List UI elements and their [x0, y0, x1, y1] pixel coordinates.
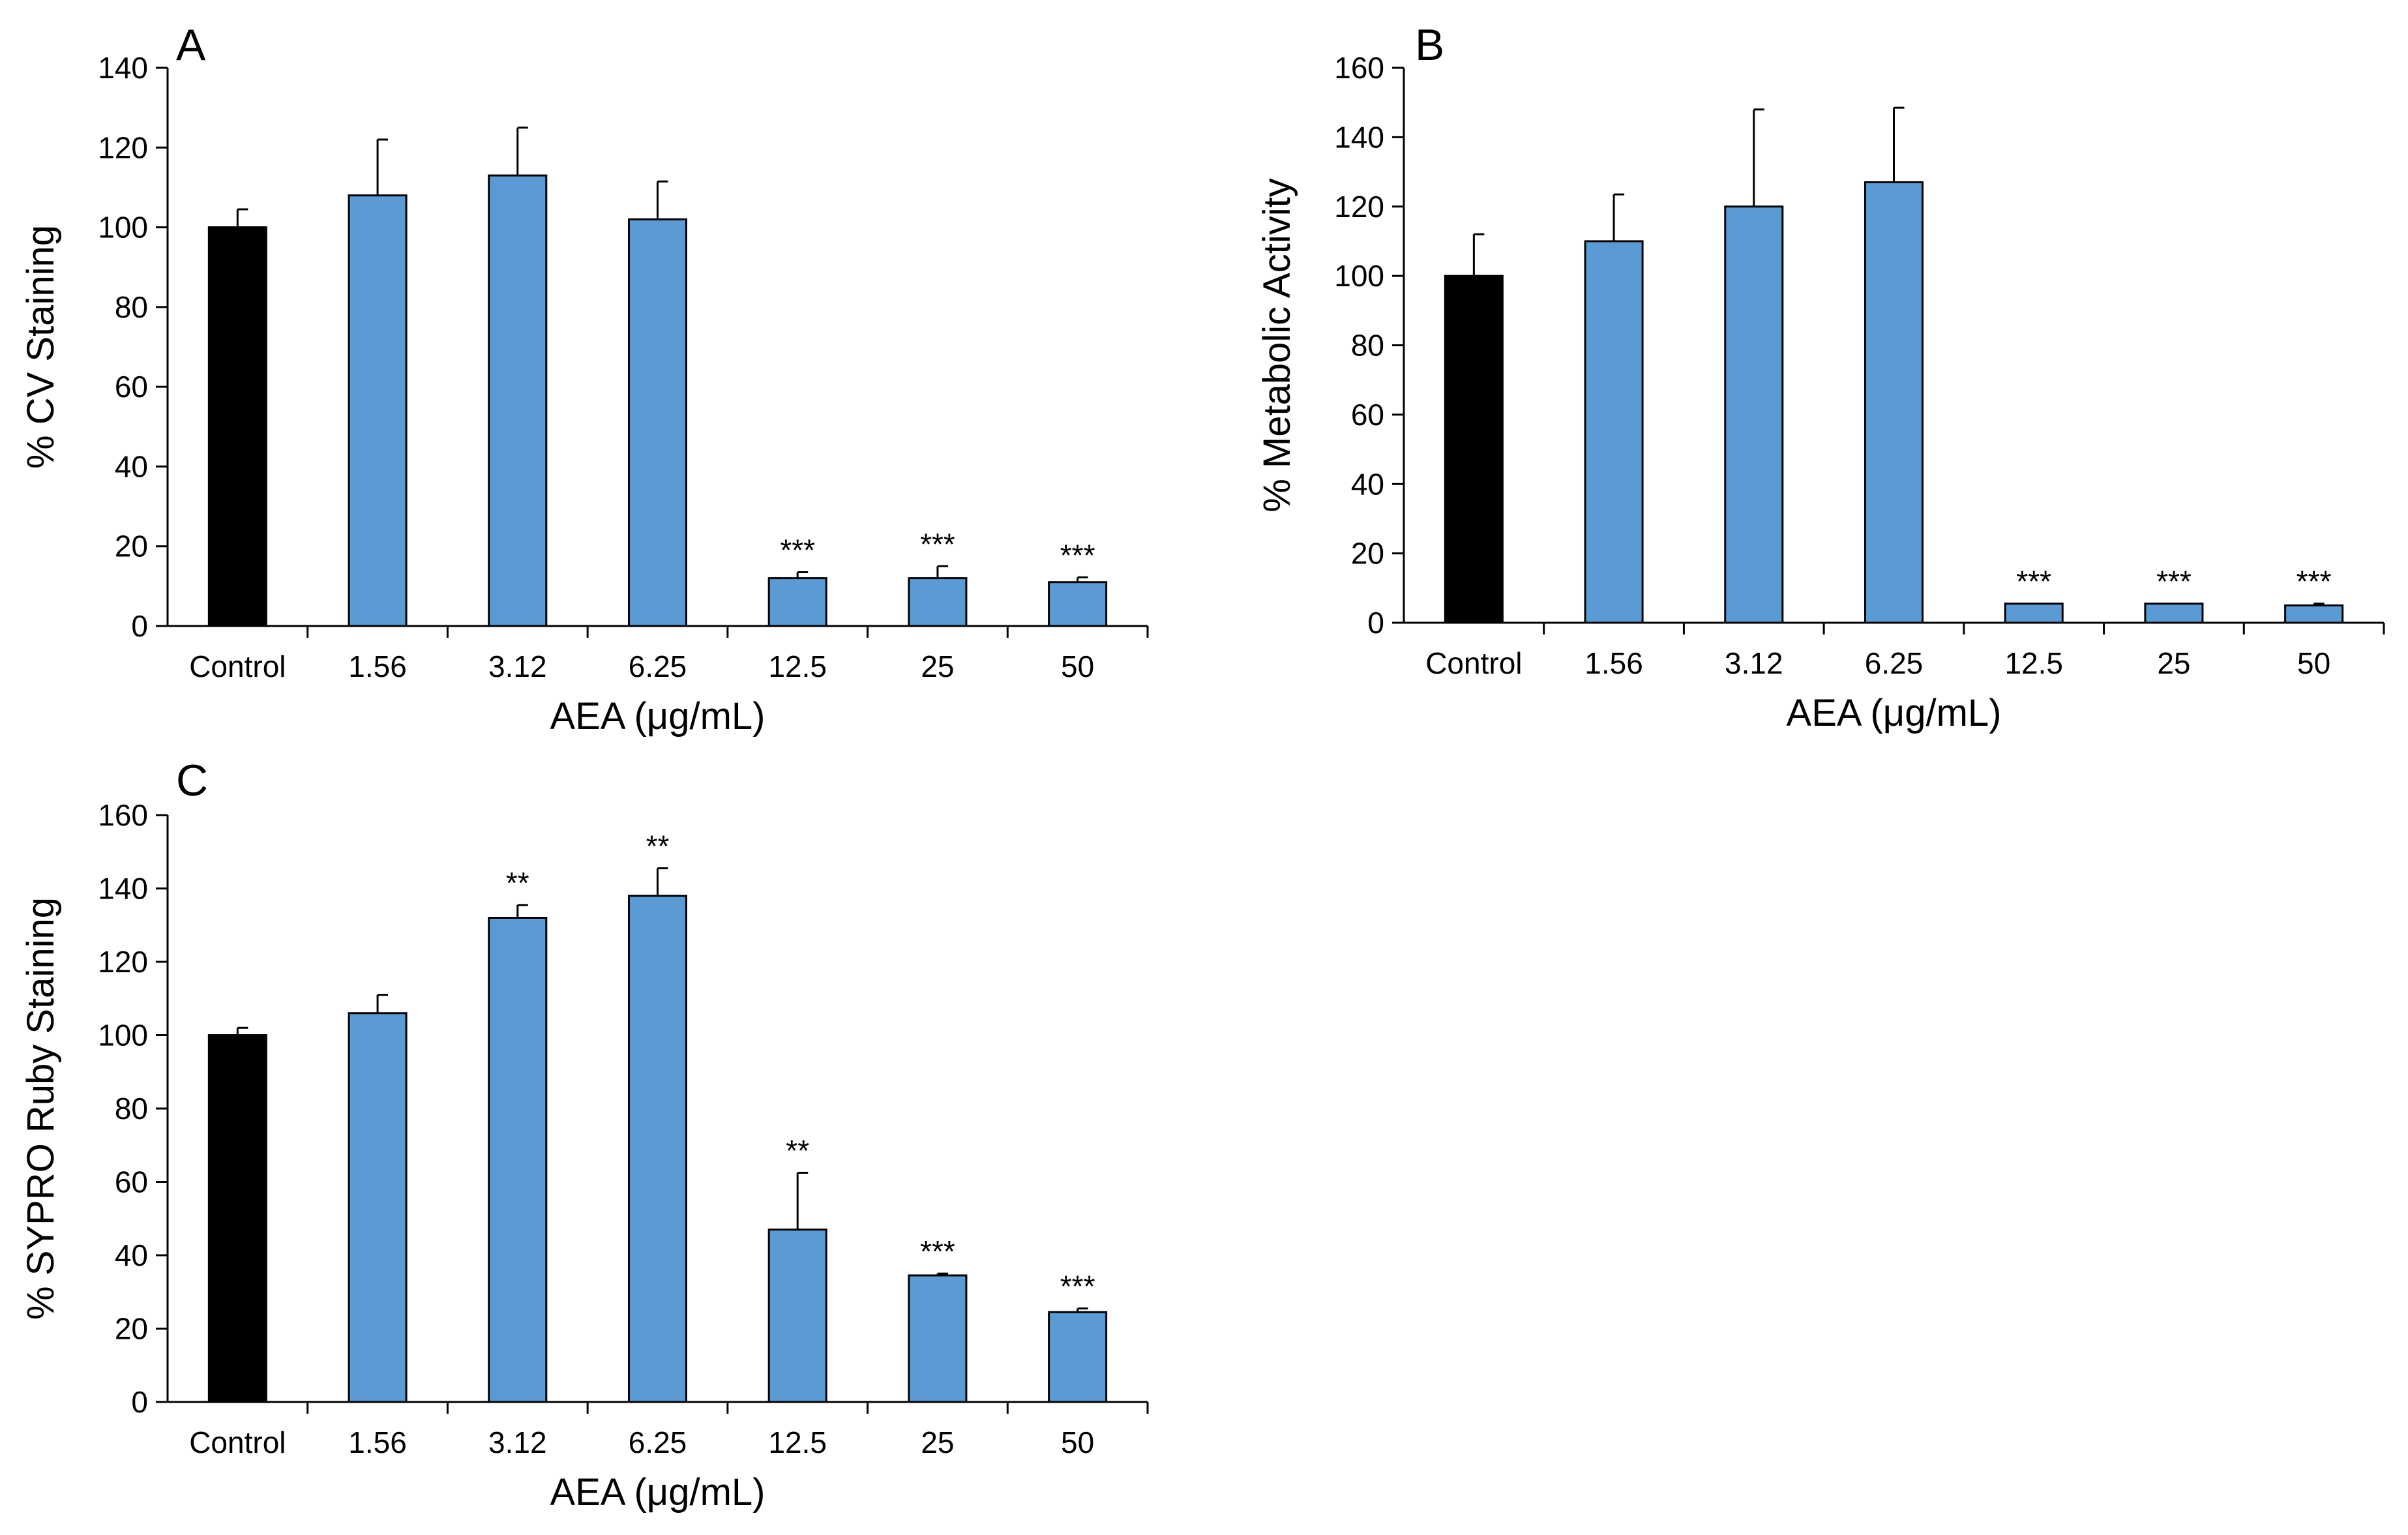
- bar: [1444, 275, 1504, 624]
- bar: [627, 218, 688, 627]
- y-tick-label: 20: [115, 529, 148, 563]
- y-tick-label: 80: [115, 290, 148, 324]
- chart-panel-c: C************020406080100120140160Contro…: [20, 756, 1149, 1513]
- significance-label: **: [506, 866, 529, 900]
- y-tick-label: 20: [115, 1312, 148, 1346]
- y-tick-label: 0: [1367, 606, 1384, 640]
- y-tick-label: 160: [1334, 51, 1384, 85]
- y-tick-label: 40: [115, 1238, 148, 1272]
- y-tick-label: 20: [1351, 537, 1384, 571]
- bar: [207, 1034, 267, 1403]
- x-tick-label: 25: [2157, 646, 2190, 680]
- bar: [627, 895, 688, 1403]
- bar: [348, 194, 408, 627]
- x-tick-label: 3.12: [1725, 646, 1783, 680]
- y-tick-label: 160: [98, 798, 148, 832]
- y-tick-label: 140: [98, 51, 148, 85]
- x-tick-label: 25: [921, 1425, 954, 1459]
- x-tick-label: 50: [2297, 646, 2330, 680]
- panel-label: B: [1415, 20, 1444, 70]
- y-tick-label: 40: [1351, 467, 1384, 501]
- x-tick-label: Control: [189, 1425, 286, 1459]
- y-tick-label: 140: [98, 872, 148, 906]
- y-tick-label: 140: [1334, 120, 1384, 154]
- bar: [1864, 181, 1924, 624]
- chart-panel-b: B *** *** *** 0 20 40 60 80 100 120 140 160 Control 1.…: [1256, 20, 2385, 734]
- significance-label: ***: [2016, 565, 2051, 599]
- bar: [348, 1012, 408, 1403]
- bar: [908, 1274, 968, 1403]
- bar: [1724, 205, 1784, 624]
- panel-label: A: [176, 20, 206, 70]
- bar: [767, 1229, 827, 1403]
- y-tick-label: 40: [115, 449, 148, 483]
- y-tick-label: 80: [1351, 329, 1384, 363]
- x-tick-label: Control: [1425, 646, 1522, 680]
- x-tick-label: Control: [189, 649, 286, 683]
- significance-label: ***: [1060, 538, 1095, 572]
- y-tick-label: 120: [98, 945, 148, 979]
- x-tick-label: 6.25: [629, 1425, 687, 1459]
- bar: [1584, 240, 1644, 624]
- bar: [488, 174, 548, 627]
- x-tick-label: 3.12: [488, 649, 547, 683]
- y-tick-label: 60: [115, 370, 148, 404]
- x-axis-title: AEA (μg/mL): [550, 695, 766, 738]
- x-tick-label: 12.5: [768, 649, 827, 683]
- y-tick-label: 0: [131, 609, 148, 643]
- x-tick-label: 50: [1061, 649, 1094, 683]
- x-tick-label: 1.56: [348, 649, 407, 683]
- bar: [1048, 1311, 1108, 1403]
- x-axis-title: AEA (μg/mL): [1787, 692, 2002, 734]
- significance-label: ***: [920, 527, 955, 561]
- significance-label: **: [646, 829, 670, 863]
- bar: [488, 917, 548, 1403]
- y-tick-label: 120: [98, 130, 148, 164]
- y-tick-label: 100: [98, 1019, 148, 1052]
- bar: [767, 577, 827, 627]
- bar: [1048, 581, 1108, 627]
- x-tick-label: 1.56: [348, 1425, 407, 1459]
- y-tick-label: 100: [1334, 259, 1384, 293]
- bar: [908, 577, 968, 627]
- y-tick-label: 0: [131, 1385, 148, 1419]
- bar: [2284, 604, 2344, 624]
- x-tick-label: 12.5: [2004, 646, 2063, 680]
- significance-label: ***: [2156, 565, 2192, 599]
- y-axis-title: % SYPRO Ruby Staining: [20, 897, 62, 1320]
- x-tick-label: 1.56: [1584, 646, 1643, 680]
- x-axis-title: AEA (μg/mL): [550, 1471, 766, 1513]
- significance-label: ***: [2297, 565, 2332, 599]
- y-tick-label: 80: [115, 1092, 148, 1125]
- x-tick-label: 6.25: [629, 649, 687, 683]
- x-tick-label: 6.25: [1865, 646, 1924, 680]
- significance-label: ***: [780, 533, 815, 567]
- x-tick-label: 25: [921, 649, 954, 683]
- y-axis-title: % Metabolic Activity: [1256, 178, 1298, 513]
- x-tick-label: 50: [1061, 1425, 1094, 1459]
- bar: [2144, 603, 2204, 624]
- x-tick-label: 3.12: [488, 1425, 547, 1459]
- y-axis-title: % CV Staining: [20, 225, 62, 469]
- y-tick-label: 100: [98, 211, 148, 245]
- bar: [2004, 603, 2064, 624]
- significance-label: **: [786, 1133, 809, 1167]
- y-tick-label: 120: [1334, 190, 1384, 224]
- significance-label: ***: [1060, 1270, 1095, 1304]
- chart-panel-a: A *** *** *** 0 20 40 60 80 100 120 140 Control 1.56 3…: [20, 20, 1149, 738]
- bar: [207, 226, 267, 627]
- y-tick-label: 60: [1351, 398, 1384, 432]
- y-tick-label: 60: [115, 1165, 148, 1199]
- panel-label: C: [176, 756, 208, 805]
- x-tick-label: 12.5: [768, 1425, 827, 1459]
- significance-label: ***: [920, 1234, 955, 1268]
